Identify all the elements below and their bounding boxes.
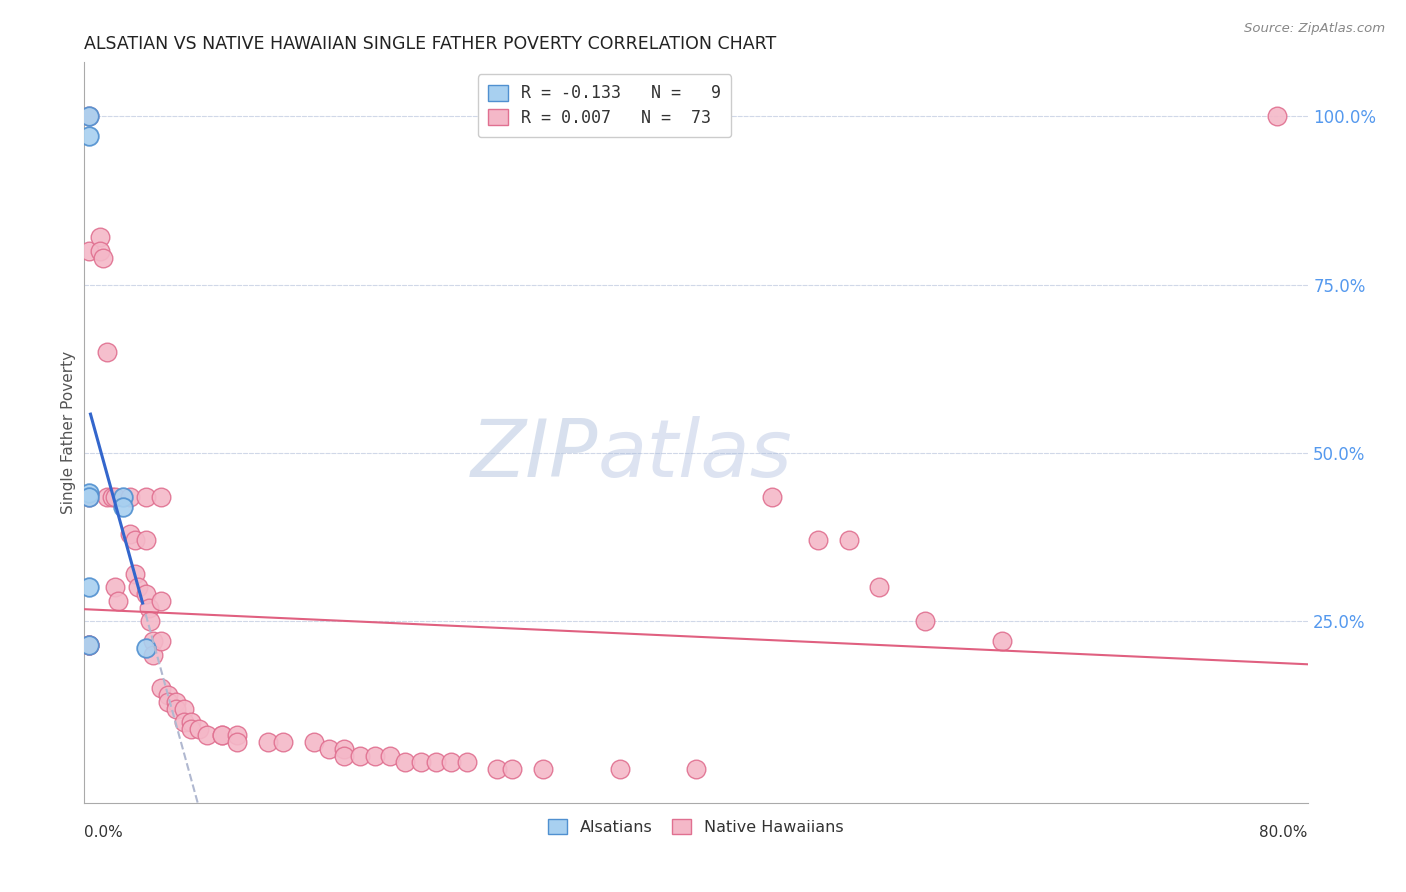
Point xyxy=(425,756,447,770)
Point xyxy=(869,581,891,595)
Point xyxy=(149,634,172,648)
Point xyxy=(349,748,371,763)
Text: ZIP: ZIP xyxy=(471,416,598,494)
Point xyxy=(991,634,1014,648)
Point xyxy=(914,614,936,628)
Point xyxy=(124,566,146,581)
Point xyxy=(77,490,100,504)
Point xyxy=(271,735,294,749)
Point xyxy=(111,500,134,514)
Point xyxy=(173,714,195,729)
Point xyxy=(173,701,195,715)
Point xyxy=(149,490,172,504)
Point xyxy=(127,581,149,595)
Point xyxy=(142,648,165,662)
Point xyxy=(77,109,100,123)
Point xyxy=(211,729,233,743)
Point xyxy=(318,742,340,756)
Point xyxy=(149,594,172,608)
Point xyxy=(77,490,100,504)
Point xyxy=(838,533,860,548)
Point xyxy=(486,762,509,776)
Text: 0.0%: 0.0% xyxy=(84,825,124,840)
Point xyxy=(257,735,280,749)
Point xyxy=(394,756,416,770)
Point xyxy=(89,244,111,258)
Legend: Alsatians, Native Hawaiians: Alsatians, Native Hawaiians xyxy=(540,811,852,843)
Point xyxy=(77,129,100,144)
Point xyxy=(91,251,114,265)
Point xyxy=(104,490,127,504)
Point xyxy=(135,533,157,548)
Point xyxy=(165,695,187,709)
Point xyxy=(409,756,432,770)
Point xyxy=(96,490,118,504)
Point xyxy=(364,748,387,763)
Point xyxy=(380,748,402,763)
Text: atlas: atlas xyxy=(598,416,793,494)
Point xyxy=(609,762,631,776)
Point xyxy=(77,638,100,652)
Point xyxy=(77,638,100,652)
Point xyxy=(157,695,180,709)
Point xyxy=(124,533,146,548)
Point xyxy=(333,742,356,756)
Point xyxy=(104,581,127,595)
Point xyxy=(77,581,100,595)
Point xyxy=(180,722,202,736)
Point xyxy=(226,735,249,749)
Point xyxy=(107,594,129,608)
Point xyxy=(502,762,524,776)
Point xyxy=(165,701,187,715)
Point xyxy=(135,587,157,601)
Text: ALSATIAN VS NATIVE HAWAIIAN SINGLE FATHER POVERTY CORRELATION CHART: ALSATIAN VS NATIVE HAWAIIAN SINGLE FATHE… xyxy=(84,35,776,53)
Point xyxy=(77,244,100,258)
Point xyxy=(157,688,180,702)
Point xyxy=(195,729,218,743)
Point xyxy=(89,230,111,244)
Point xyxy=(77,638,100,652)
Text: Source: ZipAtlas.com: Source: ZipAtlas.com xyxy=(1244,22,1385,36)
Point xyxy=(302,735,325,749)
Point xyxy=(135,640,157,655)
Point xyxy=(807,533,830,548)
Point xyxy=(188,722,211,736)
Point xyxy=(111,490,134,504)
Point xyxy=(180,714,202,729)
Point xyxy=(333,748,356,763)
Point xyxy=(101,490,124,504)
Point xyxy=(139,614,162,628)
Point xyxy=(120,526,142,541)
Point xyxy=(761,490,783,504)
Y-axis label: Single Father Poverty: Single Father Poverty xyxy=(60,351,76,514)
Point xyxy=(685,762,707,776)
Point xyxy=(531,762,554,776)
Point xyxy=(456,756,478,770)
Point xyxy=(96,344,118,359)
Point xyxy=(138,600,160,615)
Point xyxy=(142,634,165,648)
Point xyxy=(226,729,249,743)
Point xyxy=(149,681,172,696)
Point xyxy=(77,486,100,500)
Point xyxy=(211,729,233,743)
Point xyxy=(120,490,142,504)
Point xyxy=(440,756,463,770)
Point xyxy=(77,109,100,123)
Point xyxy=(1265,109,1288,123)
Text: 80.0%: 80.0% xyxy=(1260,825,1308,840)
Point xyxy=(135,490,157,504)
Point xyxy=(77,638,100,652)
